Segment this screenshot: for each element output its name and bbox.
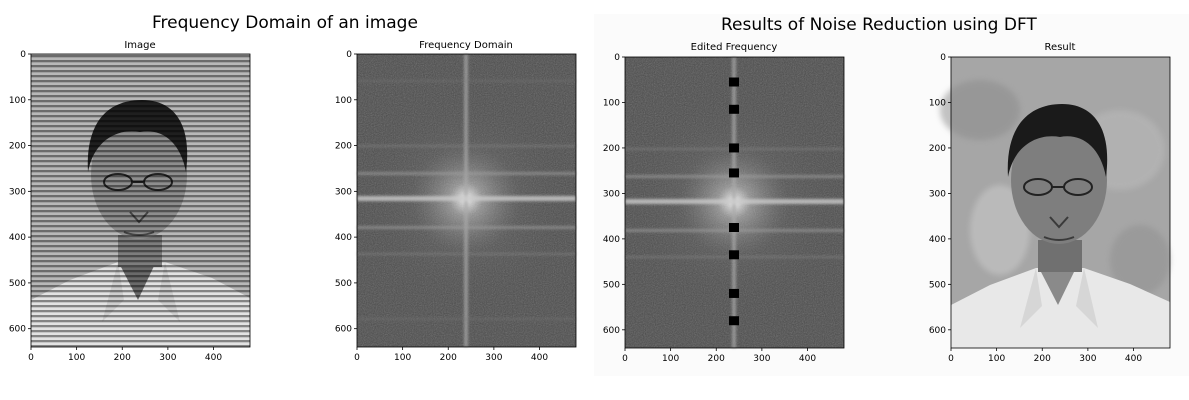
x-tick-label: 200	[1034, 354, 1051, 364]
result-frame	[950, 56, 1171, 349]
x-tick-label: 100	[394, 353, 411, 363]
mask-square	[729, 143, 739, 153]
mask-square	[729, 168, 739, 178]
x-tick-label: 300	[159, 353, 176, 363]
y-tick-label: 300	[929, 189, 946, 199]
y-tick-label: 600	[603, 326, 620, 336]
image-frame	[30, 53, 251, 348]
mask-square	[729, 288, 739, 298]
panel-title-frequency-domain: Frequency Domain	[419, 40, 513, 51]
edited-frequency-frame	[624, 56, 845, 349]
horizontal-noise-stripes	[31, 54, 250, 347]
y-tick-label: 500	[929, 280, 946, 290]
y-tick-label: 0	[346, 50, 352, 60]
mask-squares	[729, 77, 739, 326]
y-tick-label: 100	[9, 96, 26, 106]
frequency-domain-panel	[356, 53, 577, 348]
y-tick-label: 500	[9, 279, 26, 289]
x-tick-label: 200	[114, 353, 131, 363]
panel-title-result: Result	[1044, 42, 1076, 53]
mask-square	[729, 104, 739, 114]
y-tick-label: 0	[20, 50, 26, 60]
x-tick-label: 0	[948, 354, 954, 364]
y-tick-label: 300	[335, 187, 352, 197]
result-panel	[940, 56, 1171, 349]
left-figure-title: Frequency Domain of an image	[152, 13, 418, 33]
mask-square	[729, 77, 739, 87]
x-tick-label: 300	[1079, 354, 1096, 364]
y-tick-label: 0	[940, 53, 946, 63]
y-tick-label: 400	[335, 233, 352, 243]
spectrum-lines	[357, 54, 576, 347]
x-tick-label: 0	[622, 354, 628, 364]
mask-square	[729, 223, 739, 233]
y-tick-label: 600	[335, 325, 352, 335]
y-tick-label: 300	[9, 187, 26, 197]
mask-square	[729, 250, 739, 260]
x-tick-label: 0	[28, 353, 34, 363]
image-panel	[30, 53, 251, 348]
y-tick-label: 400	[603, 235, 620, 245]
panel-title-image: Image	[124, 40, 156, 51]
y-tick-label: 200	[9, 142, 26, 152]
panel-title-edited-frequency: Edited Frequency	[690, 42, 778, 53]
y-tick-label: 200	[603, 144, 620, 154]
y-tick-label: 100	[335, 96, 352, 106]
y-tick-label: 300	[603, 189, 620, 199]
x-tick-label: 100	[662, 354, 679, 364]
x-tick-label: 300	[753, 354, 770, 364]
frequency-frame	[356, 53, 577, 348]
y-tick-label: 200	[335, 142, 352, 152]
x-tick-label: 200	[440, 353, 457, 363]
y-tick-label: 500	[335, 279, 352, 289]
axis-ticks: 0 100 200 300 400 0 100 200 300 400 500 600 0 100 200 3…	[9, 50, 1143, 364]
y-tick-label: 100	[929, 98, 946, 108]
y-tick-label: 400	[929, 235, 946, 245]
x-tick-label: 400	[531, 353, 548, 363]
x-tick-label: 200	[708, 354, 725, 364]
edited-frequency-panel	[624, 56, 845, 349]
y-tick-label: 200	[929, 144, 946, 154]
x-tick-label: 300	[485, 353, 502, 363]
x-tick-label: 0	[354, 353, 360, 363]
x-tick-label: 400	[799, 354, 816, 364]
x-tick-label: 400	[205, 353, 222, 363]
x-tick-label: 400	[1125, 354, 1142, 364]
y-tick-label: 500	[603, 280, 620, 290]
y-tick-label: 400	[9, 233, 26, 243]
x-tick-label: 100	[68, 353, 85, 363]
y-tick-label: 0	[614, 53, 620, 63]
y-tick-label: 600	[929, 326, 946, 336]
y-tick-label: 100	[603, 98, 620, 108]
mask-square	[729, 316, 739, 326]
x-tick-label: 100	[988, 354, 1005, 364]
y-tick-label: 600	[9, 325, 26, 335]
photo-person-clean	[951, 104, 1170, 348]
right-figure-title: Results of Noise Reduction using DFT	[721, 15, 1037, 35]
